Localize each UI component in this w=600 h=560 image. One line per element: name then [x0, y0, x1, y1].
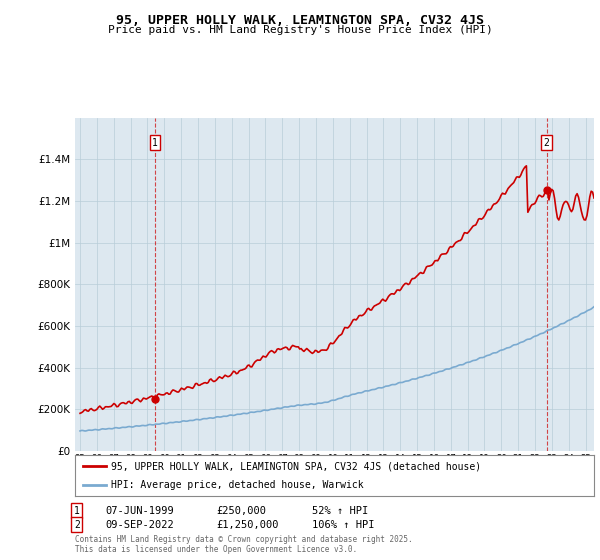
Text: Contains HM Land Registry data © Crown copyright and database right 2025.
This d: Contains HM Land Registry data © Crown c… — [75, 535, 413, 554]
Text: 1: 1 — [74, 506, 80, 516]
Text: 2: 2 — [544, 138, 550, 148]
Text: HPI: Average price, detached house, Warwick: HPI: Average price, detached house, Warw… — [112, 480, 364, 489]
Text: 95, UPPER HOLLY WALK, LEAMINGTON SPA, CV32 4JS (detached house): 95, UPPER HOLLY WALK, LEAMINGTON SPA, CV… — [112, 461, 481, 471]
Text: 1: 1 — [152, 138, 158, 148]
Text: 95, UPPER HOLLY WALK, LEAMINGTON SPA, CV32 4JS: 95, UPPER HOLLY WALK, LEAMINGTON SPA, CV… — [116, 14, 484, 27]
Text: £250,000: £250,000 — [216, 506, 266, 516]
Text: 2: 2 — [74, 520, 80, 530]
Text: 07-JUN-1999: 07-JUN-1999 — [105, 506, 174, 516]
Text: 09-SEP-2022: 09-SEP-2022 — [105, 520, 174, 530]
Text: £1,250,000: £1,250,000 — [216, 520, 278, 530]
Text: Price paid vs. HM Land Registry's House Price Index (HPI): Price paid vs. HM Land Registry's House … — [107, 25, 493, 35]
Text: 52% ↑ HPI: 52% ↑ HPI — [312, 506, 368, 516]
Text: 106% ↑ HPI: 106% ↑ HPI — [312, 520, 374, 530]
